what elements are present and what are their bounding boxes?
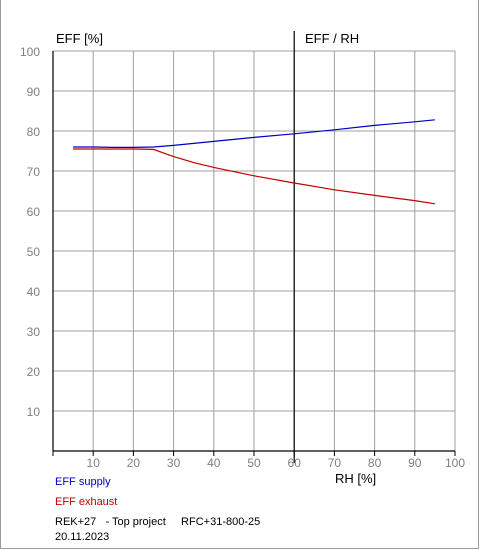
grid	[52, 50, 456, 451]
legend-exhaust: EFF exhaust	[55, 496, 118, 508]
x-tick-label: 80	[368, 456, 382, 470]
tick-labels: 10 20 30 40 50 60 70 80 90 100 10 20 30 40 50 60 70 80 90 1…	[20, 45, 465, 470]
x-tick-label: 90	[408, 456, 422, 470]
series-line-eff-exhaust	[73, 148, 435, 205]
y-tick-label: 80	[27, 125, 41, 139]
x-tick-label: 100	[445, 456, 465, 470]
y-tick-label: 70	[27, 165, 41, 179]
y-tick-label: 20	[27, 365, 41, 379]
footer-project-info: REK+27 - Top project RFC+31-800-25	[55, 516, 261, 528]
y-tick-label: 30	[27, 325, 41, 339]
series-lines	[73, 119, 435, 205]
y-tick-label: 50	[27, 245, 41, 259]
footer-date: 20.11.2023	[55, 531, 110, 543]
chart-title: EFF / RH	[305, 31, 359, 46]
x-tick-label: 10	[87, 456, 101, 470]
x-tick-label: 60	[288, 456, 302, 470]
axes	[52, 31, 456, 463]
x-tick-label: 50	[247, 456, 261, 470]
x-tick-label: 70	[328, 456, 342, 470]
y-tick-label: 10	[27, 405, 41, 419]
x-tick-label: 30	[167, 456, 181, 470]
x-axis-title: RH [%]	[335, 471, 376, 486]
y-axis-title: EFF [%]	[56, 31, 103, 46]
y-tick-label: 60	[27, 205, 41, 219]
x-tick-label: 20	[127, 456, 141, 470]
x-tick-label: 40	[207, 456, 221, 470]
y-tick-label: 90	[27, 85, 41, 99]
series-line-eff-supply	[73, 119, 435, 148]
legend-supply: EFF supply	[55, 476, 111, 488]
y-tick-label: 100	[20, 45, 40, 59]
y-tick-label: 40	[27, 285, 41, 299]
